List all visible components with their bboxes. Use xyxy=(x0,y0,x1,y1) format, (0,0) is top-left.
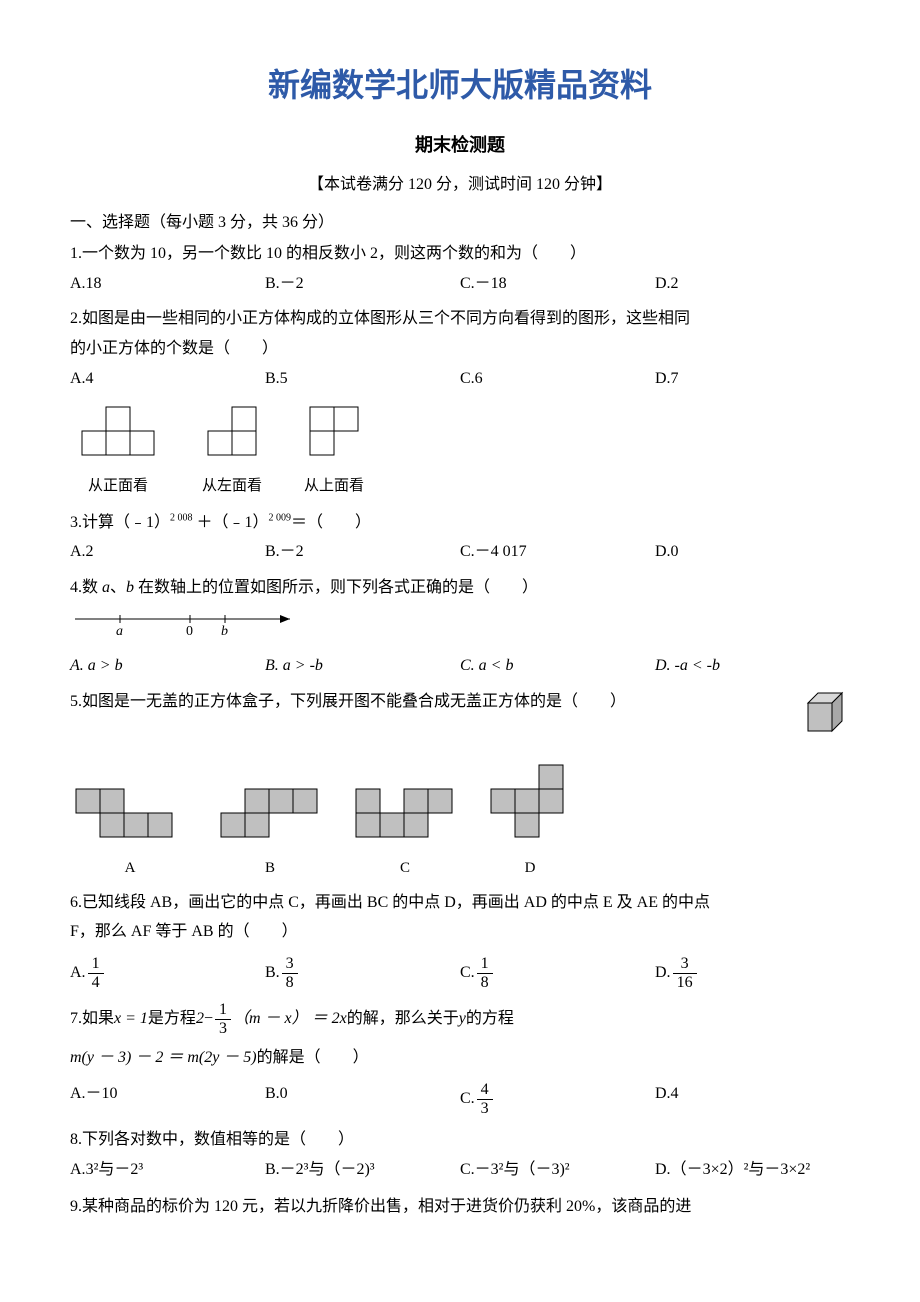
q7-opt-c: C.43 xyxy=(460,1081,655,1117)
q2-left-svg xyxy=(196,401,268,461)
q5-net-b: B xyxy=(215,783,325,880)
q2-left-caption: 从左面看 xyxy=(196,474,268,498)
q1-text: 1.一个数为 10，另一个数比 10 的相反数小 2，则这两个数的和为（ ） xyxy=(70,241,850,267)
q2-top-svg xyxy=(298,401,370,461)
q2-opt-d: D.7 xyxy=(655,366,850,392)
q4-opt-b: B. a > -b xyxy=(265,653,460,679)
q5-d-label: D xyxy=(485,856,575,880)
question-6: 6.已知线段 AB，画出它的中点 C，再画出 BC 的中点 D，再画出 AD 的… xyxy=(70,890,850,991)
q4-opt-c: C. a < b xyxy=(460,653,655,679)
q8-opt-a: A.3²与－2³ xyxy=(70,1157,265,1183)
q7-opt-a: A.－10 xyxy=(70,1081,265,1117)
q5-nets: A B xyxy=(70,759,850,880)
q3-exp1: 2 008 xyxy=(170,512,193,523)
question-5: 5.如图是一无盖的正方体盒子，下列展开图不能叠合成无盖正方体的是（ ） A xyxy=(70,689,850,880)
q7-line-2: m(y － 3) － 2 ＝ m(2y － 5)的解是（ ） xyxy=(70,1045,850,1071)
q3-text: 3.计算（﹣1）2 008 ＋（﹣1）2 009＝（ ） xyxy=(70,510,850,536)
q2-opt-c: C.6 xyxy=(460,366,655,392)
q5-cube-icon xyxy=(800,689,850,748)
question-4: 4.数 a、b 在数轴上的位置如图所示，则下列各式正确的是（ ） a 0 b A… xyxy=(70,575,850,679)
q3-opt-c: C.－4 017 xyxy=(460,539,655,565)
q6-opt-a: A.14 xyxy=(70,955,265,991)
q3-mid: ＋（﹣1） xyxy=(193,514,269,531)
q7-line-1: 7.如果x = 1是方程2−13（m － x） ＝ 2x的解，那么关于y的方程 xyxy=(70,1001,850,1037)
question-7: 7.如果x = 1是方程2−13（m － x） ＝ 2x的解，那么关于y的方程 … xyxy=(70,1001,850,1117)
info-line: 【本试卷满分 120 分，测试时间 120 分钟】 xyxy=(70,172,850,198)
q2-opt-a: A.4 xyxy=(70,366,265,392)
q2-text-2: 的小正方体的个数是（ ） xyxy=(70,336,850,362)
svg-text:a: a xyxy=(116,624,123,639)
q6-text-1: 6.已知线段 AB，画出它的中点 C，再画出 BC 的中点 D，再画出 AD 的… xyxy=(70,890,850,916)
title-main: 新编数学北师大版精品资料 xyxy=(70,60,850,111)
q5-net-a: A xyxy=(70,783,190,880)
q6-text-2: F，那么 AF 等于 AB 的（ ） xyxy=(70,919,850,945)
q7-opt-b: B.0 xyxy=(265,1081,460,1117)
question-8: 8.下列各对数中，数值相等的是（ ） A.3²与－2³ B.－2³与（－2)³ … xyxy=(70,1127,850,1184)
q5-net-c: C xyxy=(350,783,460,880)
q9-text: 9.某种商品的标价为 120 元，若以九折降价出售，相对于进货价仍获利 20%，… xyxy=(70,1194,850,1220)
q5-net-d: D xyxy=(485,759,575,880)
q2-front-caption: 从正面看 xyxy=(70,474,166,498)
svg-text:0: 0 xyxy=(186,624,193,639)
svg-text:b: b xyxy=(221,624,228,639)
q1-opt-d: D.2 xyxy=(655,271,850,297)
q5-c-label: C xyxy=(350,856,460,880)
q5-text: 5.如图是一无盖的正方体盒子，下列展开图不能叠合成无盖正方体的是（ ） xyxy=(70,689,850,715)
q3-opt-a: A.2 xyxy=(70,539,265,565)
q2-view-top: 从上面看 xyxy=(298,401,370,498)
q2-text-1: 2.如图是由一些相同的小正方体构成的立体图形从三个不同方向看得到的图形，这些相同 xyxy=(70,306,850,332)
q3-suffix: ＝（ ） xyxy=(291,514,371,531)
q3-opt-d: D.0 xyxy=(655,539,850,565)
q2-view-front: 从正面看 xyxy=(70,401,166,498)
q6-opt-d: D.316 xyxy=(655,955,850,991)
q1-opt-a: A.18 xyxy=(70,271,265,297)
q4-number-line: a 0 b xyxy=(70,607,850,648)
q6-opt-b: B.38 xyxy=(265,955,460,991)
q1-opt-c: C.－18 xyxy=(460,271,655,297)
q8-opt-c: C.－3²与（－3)² xyxy=(460,1157,655,1183)
q6-opt-c: C.18 xyxy=(460,955,655,991)
q8-text: 8.下列各对数中，数值相等的是（ ） xyxy=(70,1127,850,1153)
q8-opt-b: B.－2³与（－2)³ xyxy=(265,1157,460,1183)
q1-opt-b: B.－2 xyxy=(265,271,460,297)
question-9: 9.某种商品的标价为 120 元，若以九折降价出售，相对于进货价仍获利 20%，… xyxy=(70,1194,850,1220)
question-1: 1.一个数为 10，另一个数比 10 的相反数小 2，则这两个数的和为（ ） A… xyxy=(70,241,850,296)
q4-opt-d: D. -a < -b xyxy=(655,653,850,679)
q5-a-label: A xyxy=(70,856,190,880)
q2-views: 从正面看 从左面看 从上面看 xyxy=(70,401,850,498)
q7-opt-d: D.4 xyxy=(655,1081,850,1117)
q5-b-label: B xyxy=(215,856,325,880)
q2-front-svg xyxy=(70,401,166,461)
question-3: 3.计算（﹣1）2 008 ＋（﹣1）2 009＝（ ） A.2 B.－2 C.… xyxy=(70,510,850,565)
question-2: 2.如图是由一些相同的小正方体构成的立体图形从三个不同方向看得到的图形，这些相同… xyxy=(70,306,850,497)
q3-exp2: 2 009 xyxy=(269,512,292,523)
q3-opt-b: B.－2 xyxy=(265,539,460,565)
q4-numberline-svg: a 0 b xyxy=(70,607,310,639)
title-sub: 期末检测题 xyxy=(70,131,850,160)
q2-top-caption: 从上面看 xyxy=(298,474,370,498)
q3-prefix: 3.计算（﹣1） xyxy=(70,514,170,531)
q8-opt-d: D.（－3×2）²与－3×2² xyxy=(655,1157,850,1183)
q4-text: 4.数 a、b 在数轴上的位置如图所示，则下列各式正确的是（ ） xyxy=(70,575,850,601)
q2-opt-b: B.5 xyxy=(265,366,460,392)
q2-view-left: 从左面看 xyxy=(196,401,268,498)
section-header: 一、选择题（每小题 3 分，共 36 分） xyxy=(70,210,850,236)
q4-opt-a: A. a > b xyxy=(70,653,265,679)
